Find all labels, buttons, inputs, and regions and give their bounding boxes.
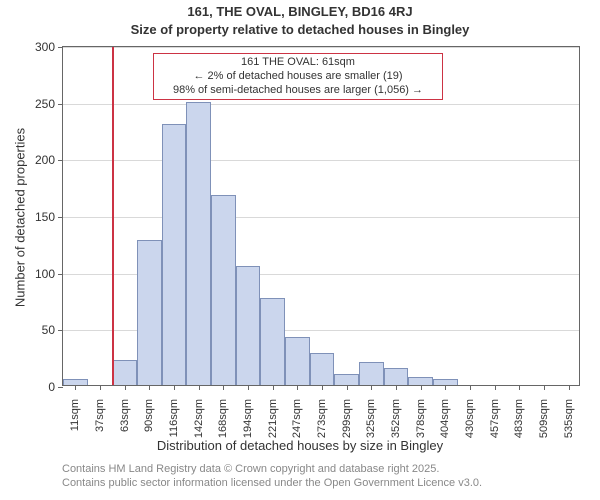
x-tick-label: 90sqm (143, 399, 155, 432)
x-tick-mark (125, 385, 126, 390)
annotation-line: 98% of semi-detached houses are larger (… (160, 84, 436, 98)
y-gridline (63, 160, 579, 161)
x-tick-label: 273sqm (316, 399, 328, 438)
y-tick-label: 100 (35, 267, 63, 281)
x-tick-label: 352sqm (390, 399, 402, 438)
y-gridline (63, 217, 579, 218)
x-tick-mark (174, 385, 175, 390)
attribution-text: Contains HM Land Registry data © Crown c… (62, 462, 482, 491)
x-tick-mark (544, 385, 545, 390)
x-tick-mark (569, 385, 570, 390)
histogram-bar (236, 266, 261, 385)
attribution-line-1: Contains HM Land Registry data © Crown c… (62, 462, 482, 476)
y-tick-label: 0 (48, 380, 63, 394)
x-tick-label: 116sqm (168, 399, 180, 437)
x-tick-mark (248, 385, 249, 390)
y-tick-label: 300 (35, 40, 63, 54)
x-tick-mark (149, 385, 150, 390)
x-tick-mark (495, 385, 496, 390)
histogram-bar (310, 353, 335, 385)
x-tick-label: 37sqm (94, 399, 106, 432)
y-tick-label: 200 (35, 153, 63, 167)
x-tick-mark (445, 385, 446, 390)
y-tick-label: 50 (42, 323, 63, 337)
x-tick-label: 535sqm (563, 399, 575, 438)
x-tick-mark (273, 385, 274, 390)
title-line-1: 161, THE OVAL, BINGLEY, BD16 4RJ (0, 4, 600, 19)
histogram-bar (285, 337, 310, 385)
x-tick-label: 457sqm (489, 399, 501, 438)
x-tick-mark (470, 385, 471, 390)
x-axis-title: Distribution of detached houses by size … (0, 438, 600, 453)
y-gridline (63, 47, 579, 48)
y-axis-title: Number of detached properties (13, 118, 28, 318)
x-tick-label: 194sqm (242, 399, 254, 438)
histogram-bar (137, 240, 162, 385)
subject-marker-line (112, 47, 114, 385)
x-tick-label: 247sqm (291, 399, 303, 438)
x-tick-mark (347, 385, 348, 390)
x-tick-label: 378sqm (415, 399, 427, 438)
y-tick-label: 150 (35, 210, 63, 224)
x-tick-label: 404sqm (439, 399, 451, 438)
histogram-bar (334, 374, 359, 385)
figure-container: { "titles": { "line1": "161, THE OVAL, B… (0, 0, 600, 500)
title-line-2: Size of property relative to detached ho… (0, 22, 600, 37)
x-tick-mark (297, 385, 298, 390)
x-tick-label: 168sqm (217, 399, 229, 438)
x-tick-label: 221sqm (267, 399, 279, 438)
x-tick-label: 11sqm (69, 399, 81, 431)
plot-area: 05010015020025030011sqm37sqm63sqm90sqm11… (62, 46, 580, 386)
histogram-bar (359, 362, 384, 385)
x-tick-mark (519, 385, 520, 390)
x-tick-mark (100, 385, 101, 390)
annotation-line: ← 2% of detached houses are smaller (19) (160, 70, 436, 84)
histogram-bar (162, 124, 187, 385)
histogram-bar (211, 195, 236, 385)
y-tick-label: 250 (35, 97, 63, 111)
x-tick-label: 430sqm (464, 399, 476, 438)
histogram-bar (186, 102, 211, 385)
x-tick-label: 63sqm (119, 399, 131, 432)
x-tick-mark (421, 385, 422, 390)
x-tick-label: 483sqm (513, 399, 525, 438)
x-tick-mark (371, 385, 372, 390)
x-tick-label: 509sqm (538, 399, 550, 438)
attribution-line-2: Contains public sector information licen… (62, 476, 482, 490)
x-tick-label: 142sqm (193, 399, 205, 438)
x-tick-mark (322, 385, 323, 390)
x-tick-mark (199, 385, 200, 390)
x-tick-mark (396, 385, 397, 390)
annotation-line: 161 THE OVAL: 61sqm (160, 56, 436, 70)
x-tick-mark (75, 385, 76, 390)
x-tick-mark (223, 385, 224, 390)
x-tick-label: 325sqm (365, 399, 377, 438)
histogram-bar (112, 360, 137, 385)
x-tick-label: 299sqm (341, 399, 353, 438)
histogram-bar (408, 377, 433, 385)
y-gridline (63, 104, 579, 105)
histogram-bar (260, 298, 285, 385)
histogram-bar (384, 368, 409, 385)
annotation-box: 161 THE OVAL: 61sqm← 2% of detached hous… (153, 53, 443, 100)
